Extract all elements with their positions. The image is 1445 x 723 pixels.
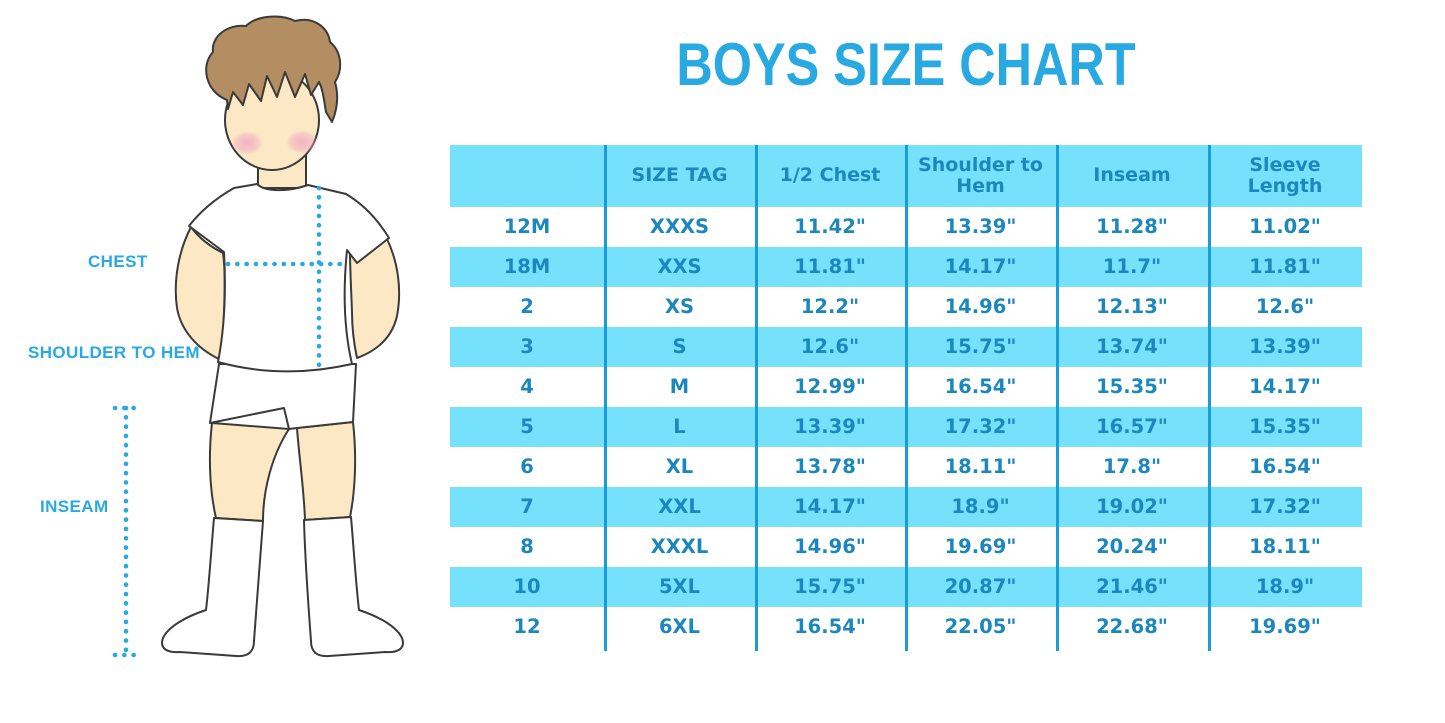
table-cell: 18.9" [1255, 575, 1315, 599]
table-cell: 11.02" [1249, 215, 1321, 239]
table-cell: 18.11" [944, 455, 1017, 479]
table-cell: 12M [503, 215, 551, 239]
table-cell: 22.68" [1096, 615, 1168, 639]
table-cell: 13.39" [944, 215, 1017, 239]
table-cell: 15.75" [794, 575, 866, 599]
table-cell: 6 [520, 455, 534, 479]
header-cell: Sleeve Length [1247, 153, 1323, 197]
size-table: SIZE TAG 1/2 Chest Shoulder to Hem Inseam Sl… [450, 145, 1362, 651]
table-cell: 12 [513, 615, 541, 639]
table-cell: 18.11" [1249, 535, 1321, 559]
page-title: BOYS SIZE CHART [676, 31, 1136, 98]
table-cell: 15.35" [1249, 415, 1321, 439]
table-cell: 4 [520, 375, 534, 399]
table-cell: 21.46" [1096, 575, 1168, 599]
table-cell: 3 [520, 335, 534, 359]
table-cell: 12.2" [800, 295, 860, 319]
table-cell: 17.8" [1102, 455, 1162, 479]
header-cell: SIZE TAG [631, 164, 728, 187]
table-row: 4 M 12.99" 16.54" 15.35" 14.17" [450, 367, 1362, 407]
table-cell: 14.17" [944, 255, 1017, 279]
table-cell: XXXS [649, 215, 710, 239]
table-cell: 19.69" [1249, 615, 1321, 639]
table-cell: XXL [658, 495, 701, 519]
table-cell: 12.6" [800, 335, 860, 359]
table-cell: S [672, 335, 687, 359]
right-leg [296, 421, 357, 521]
column-divider [1208, 145, 1211, 651]
column-divider [604, 145, 607, 651]
table-cell: 18M [503, 255, 551, 279]
chest-label: CHEST [88, 252, 148, 271]
table-cell: 13.74" [1096, 335, 1168, 359]
table-cell: XL [665, 455, 694, 479]
table-cell: 12.13" [1096, 295, 1168, 319]
table-cell: M [669, 375, 690, 399]
table-cell: 11.42" [794, 215, 866, 239]
table-cell: 19.69" [944, 535, 1017, 559]
table-cell: 16.57" [1096, 415, 1168, 439]
header-cell: Shoulder to Hem [918, 153, 1043, 197]
table-cell: 17.32" [1249, 495, 1321, 519]
table-cell: 11.81" [794, 255, 866, 279]
table-cell: 16.54" [944, 375, 1017, 399]
hair [205, 15, 342, 123]
table-cell: 11.7" [1102, 255, 1162, 279]
table-cell: 2 [520, 295, 534, 319]
header-cell: 1/2 Chest [779, 164, 881, 187]
table-cell: 12.6" [1255, 295, 1315, 319]
table-cell: XXS [657, 255, 702, 279]
left-leg [208, 422, 290, 522]
table-row: 12 6XL 16.54" 22.05" 22.68" 19.69" [450, 607, 1362, 647]
table-cell: 12.99" [794, 375, 866, 399]
table-cell: 14.17" [1249, 375, 1321, 399]
inseam-label: INSEAM [40, 497, 109, 516]
table-cell: 8 [520, 535, 534, 559]
table-cell: 18.9" [951, 495, 1010, 519]
table-cell: 16.54" [1249, 455, 1321, 479]
table-cell: 22.05" [944, 615, 1017, 639]
table-cell: 7 [520, 495, 534, 519]
table-cell: 10 [513, 575, 541, 599]
table-cell: 14.96" [944, 295, 1017, 319]
table-cell: 13.78" [794, 455, 866, 479]
table-cell: 14.17" [794, 495, 866, 519]
table-cell: 14.96" [794, 535, 866, 559]
table-cell: XS [664, 295, 695, 319]
table-cell: 15.75" [944, 335, 1017, 359]
table-cell: 13.39" [1249, 335, 1321, 359]
header-cell: Inseam [1093, 164, 1171, 187]
table-cell: 11.28" [1096, 215, 1168, 239]
header-cell [450, 145, 604, 207]
table-cell: 20.24" [1096, 535, 1168, 559]
table-cell: 15.35" [1096, 375, 1168, 399]
column-divider [905, 145, 908, 651]
table-cell: 17.32" [944, 415, 1017, 439]
column-divider [1056, 145, 1059, 651]
table-cell: 5 [520, 415, 534, 439]
shoulder-to-hem-label: SHOULDER TO HEM [28, 343, 200, 362]
table-cell: 16.54" [794, 615, 866, 639]
table-cell: 5XL [658, 575, 701, 599]
table-cell: XXXL [650, 535, 709, 559]
table-cell: 6XL [658, 615, 701, 639]
table-row: 8 XXXL 14.96" 19.69" 20.24" 18.11" [450, 527, 1362, 567]
left-sock [161, 517, 264, 658]
boy-illustration [112, 15, 404, 658]
table-cell: 19.02" [1096, 495, 1168, 519]
right-sock [303, 516, 404, 658]
shorts [209, 363, 357, 430]
table-row: 6 XL 13.78" 18.11" 17.8" 16.54" [450, 447, 1362, 487]
table-cell: L [673, 415, 686, 439]
table-cell: 13.39" [794, 415, 866, 439]
t-shirt [188, 183, 390, 373]
blush-left [231, 131, 263, 155]
column-divider [755, 145, 758, 651]
table-cell: 11.81" [1249, 255, 1321, 279]
blush-right [286, 130, 318, 154]
table-cell: 20.87" [944, 575, 1017, 599]
table-row: 12M XXXS 11.42" 13.39" 11.28" 11.02" [450, 207, 1362, 247]
table-row: 2 XS 12.2" 14.96" 12.13" 12.6" [450, 287, 1362, 327]
